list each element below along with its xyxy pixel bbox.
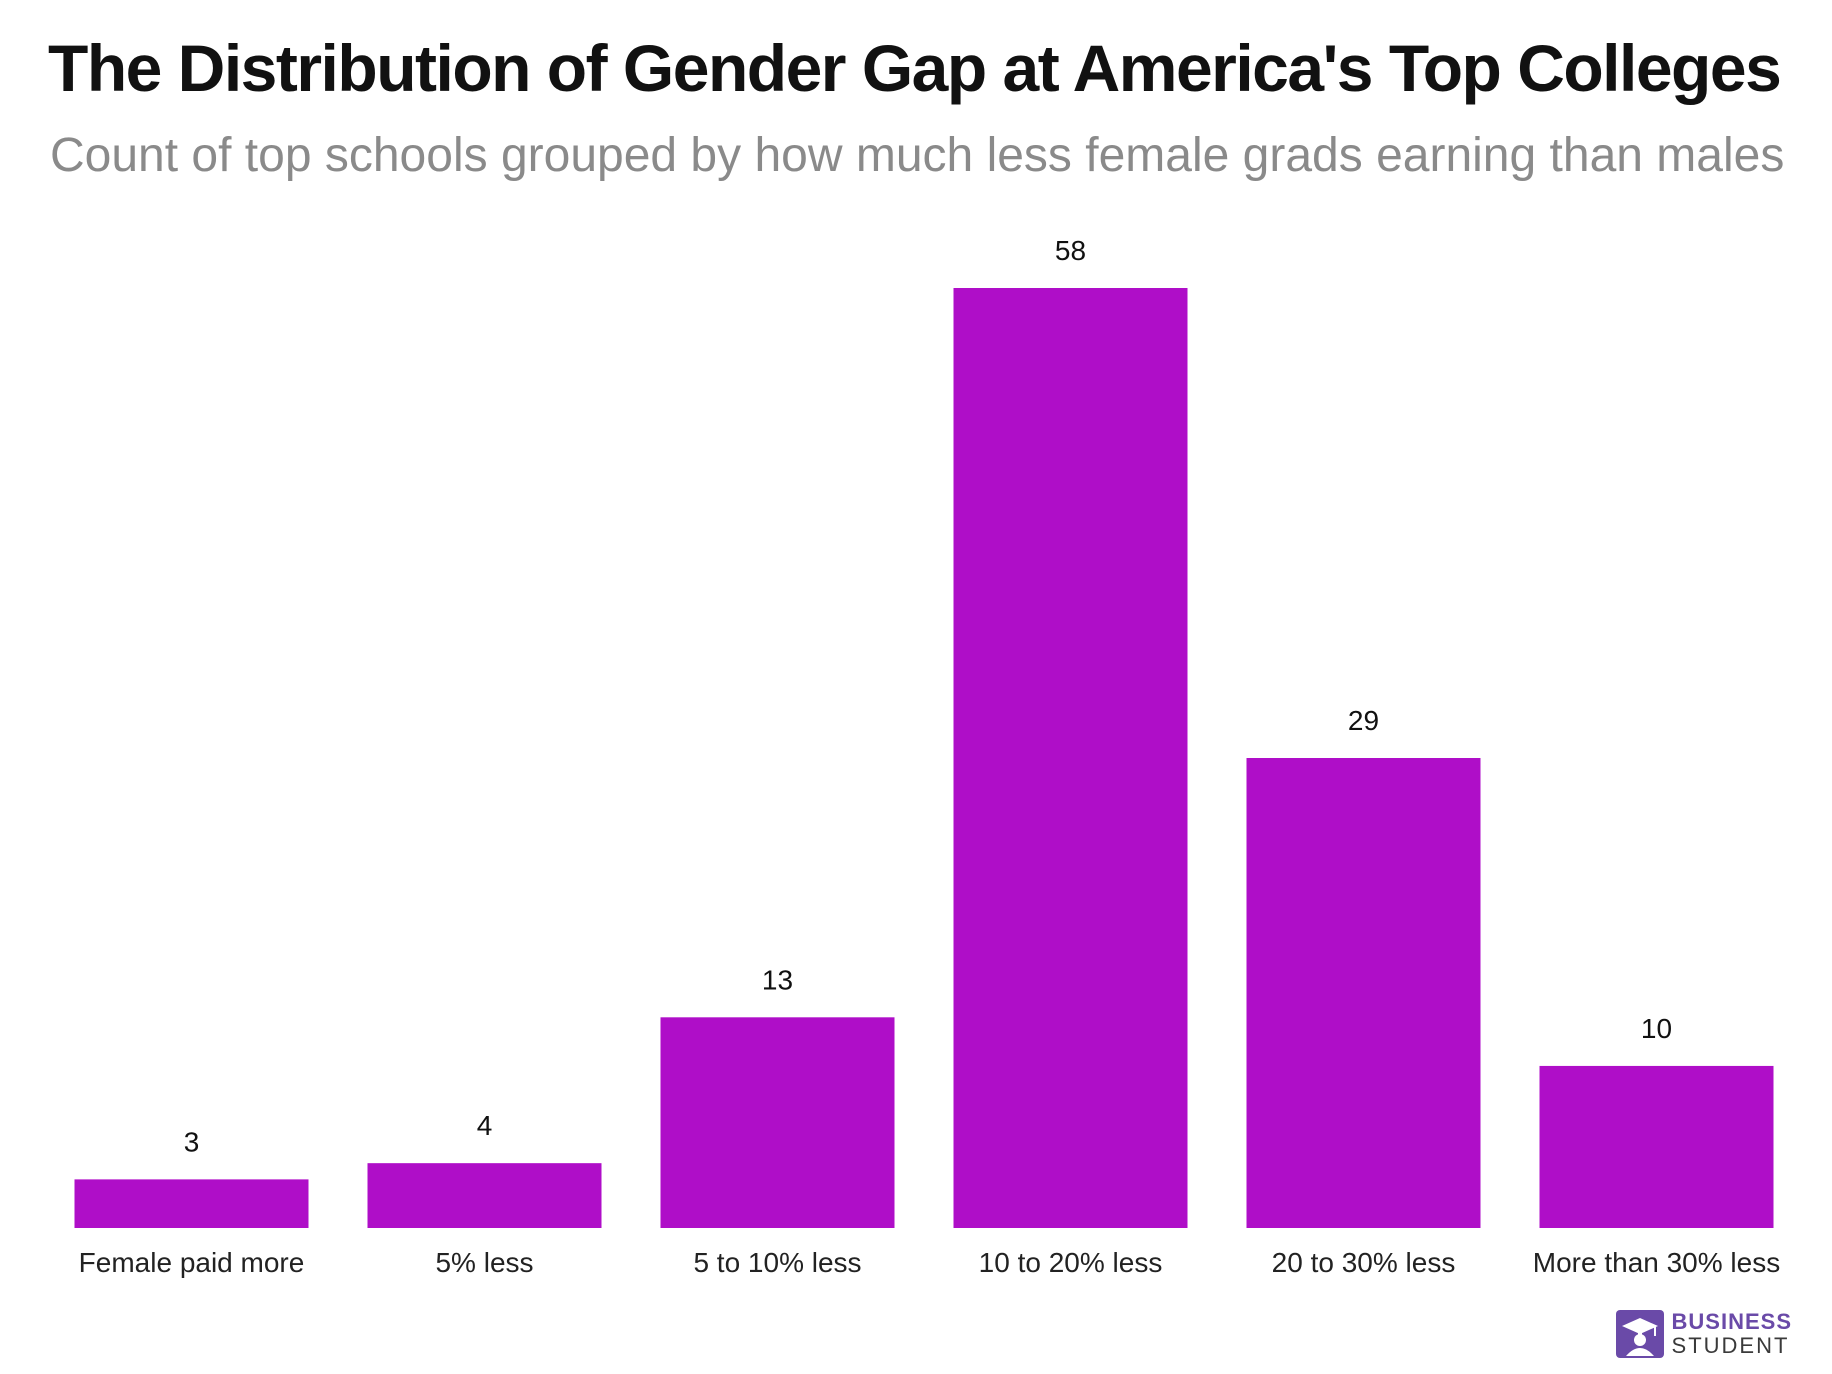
bar-0 [74,1179,309,1228]
category-label-2: 5 to 10% less [693,1247,861,1278]
chart-title: The Distribution of Gender Gap at Americ… [48,31,1782,105]
category-label-4: 20 to 30% less [1272,1247,1456,1278]
bar-4 [1246,758,1481,1228]
category-label-3: 10 to 20% less [979,1247,1163,1278]
value-label-5: 10 [1641,1013,1672,1044]
category-label-0: Female paid more [79,1247,305,1278]
category-label-5: More than 30% less [1533,1247,1780,1278]
category-labels-group: Female paid more 5% less 5 to 10% less 10 t… [79,1247,1781,1278]
bar-3 [953,288,1188,1228]
value-label-3: 58 [1055,235,1086,266]
graduate-cap-icon [1615,1310,1664,1358]
chart-subtitle: Count of top schools grouped by how much… [50,129,1785,182]
category-label-1: 5% less [435,1247,533,1278]
logo-line-2: STUDENT [1671,1333,1790,1358]
bar-1 [367,1163,602,1228]
bar-5 [1539,1065,1774,1228]
business-student-logo: BUSINESS STUDENT [1615,1309,1792,1358]
logo-line-1: BUSINESS [1671,1309,1792,1334]
value-label-2: 13 [762,964,793,995]
bar-2 [660,1017,895,1228]
value-label-1: 4 [477,1110,493,1141]
value-labels-group: 3 4 13 58 29 10 [184,235,1672,1157]
value-label-4: 29 [1348,705,1379,736]
value-label-0: 3 [184,1126,200,1157]
bars-group [74,288,1774,1228]
